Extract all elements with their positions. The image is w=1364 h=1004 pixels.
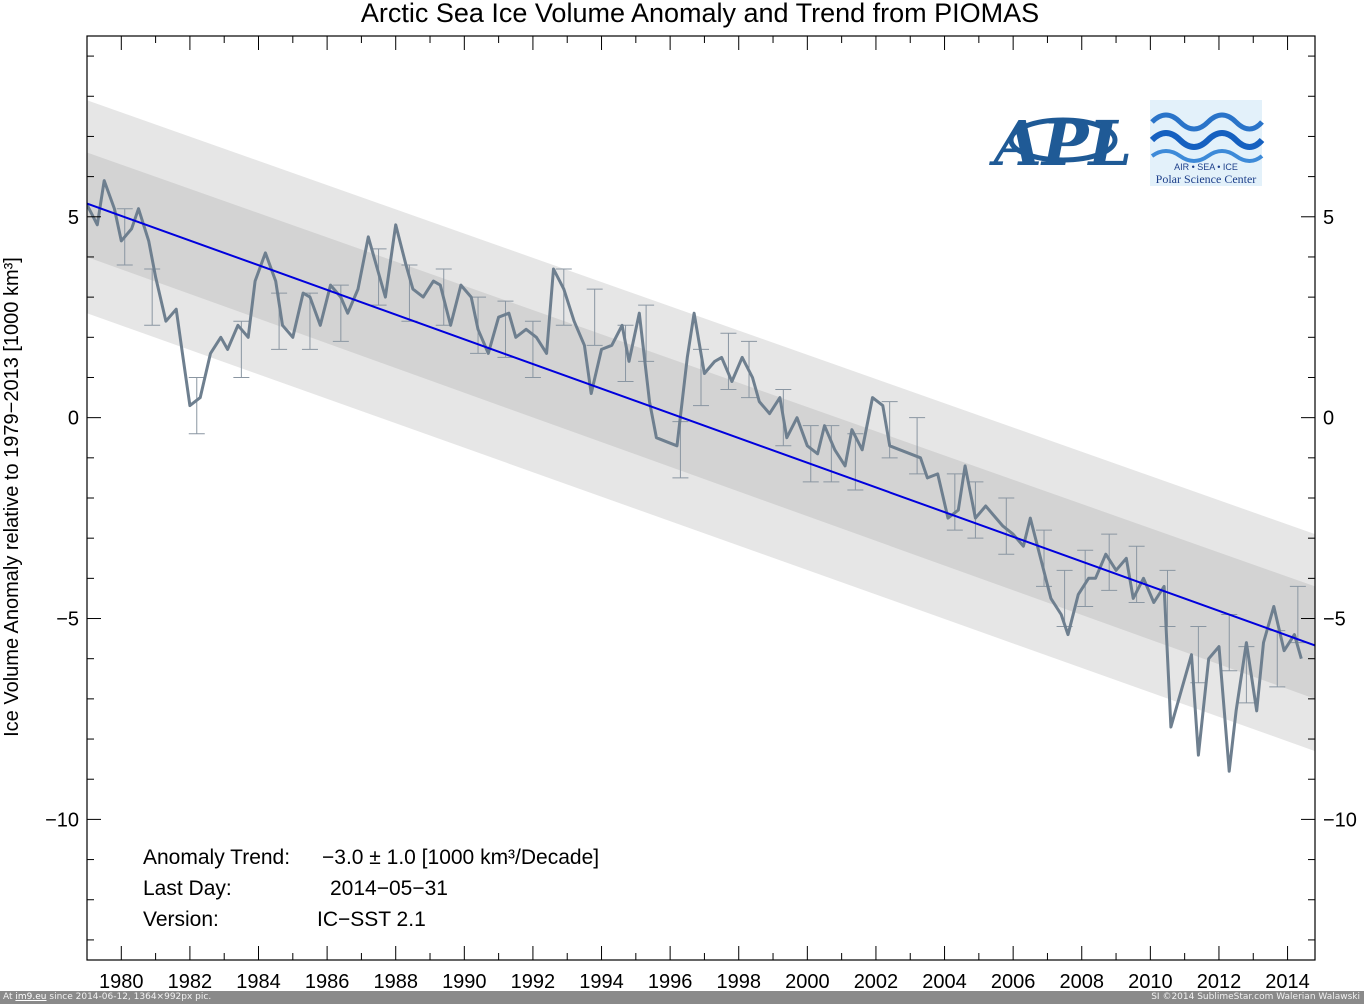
error-bar (524, 320, 541, 378)
anomaly-series-line (87, 179, 1303, 773)
y-tick-label-right: −10 (1323, 809, 1357, 831)
last-day-value: 2014−05−31 (330, 877, 448, 900)
psc-caption-name: Polar Science Center (1156, 172, 1257, 186)
x-tick-label: 2008 (1059, 971, 1104, 991)
error-bar (497, 300, 514, 358)
y-tick-label-right: −5 (1323, 609, 1346, 631)
x-tick-label: 1986 (305, 971, 350, 991)
version-label: Version: (143, 908, 219, 931)
x-tick-label: 2004 (922, 971, 967, 991)
psc-wave-icon (1150, 149, 1264, 163)
stats-block: Anomaly Trend: −3.0 ± 1.0 [1000 km³/Deca… (143, 846, 599, 931)
x-tick-label: 1990 (442, 971, 487, 991)
error-bar (555, 268, 572, 326)
apl-logo-text: APL (989, 107, 1132, 180)
x-tick-label: 2010 (1128, 971, 1173, 991)
trend-label: Anomaly Trend: (143, 846, 290, 869)
x-tick-label: 1994 (579, 971, 624, 991)
chart-title: Arctic Sea Ice Volume Anomaly and Trend … (361, 0, 1039, 28)
footer-meta: since 2014-06-12, 1364×992px pic. (49, 992, 212, 1002)
trend-line (87, 202, 1315, 647)
psc-logo: AIR • SEA • ICE Polar Science Center (1149, 100, 1265, 186)
error-bar (909, 417, 926, 475)
error-bar (188, 376, 205, 435)
error-bar (720, 332, 737, 391)
y-tick-label: 5 (68, 207, 79, 229)
x-tick-label: 2002 (854, 971, 899, 991)
x-tick-label: 1988 (373, 971, 418, 991)
psc-wave-icon (1150, 112, 1264, 132)
last-day-label: Last Day: (143, 877, 232, 900)
psc-wave-icon (1149, 130, 1265, 150)
version-value: IC−SST 2.1 (317, 908, 426, 931)
error-bar (881, 401, 898, 459)
plot-area (87, 100, 1315, 773)
x-tick-label: 1992 (511, 971, 556, 991)
footer-site-link[interactable]: im9.eu (15, 992, 47, 1002)
y-tick-label: −5 (56, 609, 79, 631)
psc-caption-air-sea-ice: AIR • SEA • ICE (1174, 162, 1238, 172)
footer-left-text: At im9.eu since 2014-06-12, 1364×992px p… (3, 991, 211, 1004)
apl-logo: APL (989, 107, 1132, 180)
error-bar (967, 481, 984, 539)
x-tick-label: 1980 (99, 971, 144, 991)
inner-confidence-band (87, 152, 1315, 699)
error-bar (998, 497, 1015, 555)
error-bar (1077, 549, 1094, 607)
x-tick-label: 2012 (1197, 971, 1242, 991)
x-axis-ticks: 1980 1982 1984 1986 1988 1990 1992 1994 1996 1998… (86, 36, 1310, 991)
x-tick-label: 2000 (785, 971, 830, 991)
y-tick-label: −10 (45, 809, 79, 831)
footer-at: At (3, 992, 13, 1002)
y-tick-label-right: 5 (1323, 207, 1334, 229)
footer-credit: SI ©2014 SublimeStar.com Walerian Walaws… (1151, 992, 1360, 1002)
y-axis-ticks: 5 5 0 0 −5 −5 −10 −10 (45, 55, 1357, 941)
y-tick-label: 0 (68, 408, 79, 430)
x-tick-label: 1998 (716, 971, 761, 991)
error-bar (617, 324, 634, 382)
x-tick-label: 1984 (236, 971, 281, 991)
apl-logo-ring (1008, 117, 1118, 163)
error-bar (802, 425, 819, 483)
error-bar (946, 473, 963, 531)
y-tick-label-right: 0 (1323, 408, 1334, 430)
trend-value: −3.0 ± 1.0 [1000 km³/Decade] (322, 846, 599, 869)
y-axis-label: Ice Volume Anomaly relative to 1979−2013… (1, 257, 23, 737)
image-host-footer: At im9.eu since 2014-06-12, 1364×992px p… (0, 991, 1364, 1004)
error-bar (144, 268, 161, 326)
x-tick-label: 2006 (991, 971, 1036, 991)
x-tick-label: 2014 (1265, 971, 1310, 991)
x-tick-label: 1996 (648, 971, 693, 991)
x-tick-label: 1982 (168, 971, 213, 991)
error-bar (586, 288, 603, 346)
